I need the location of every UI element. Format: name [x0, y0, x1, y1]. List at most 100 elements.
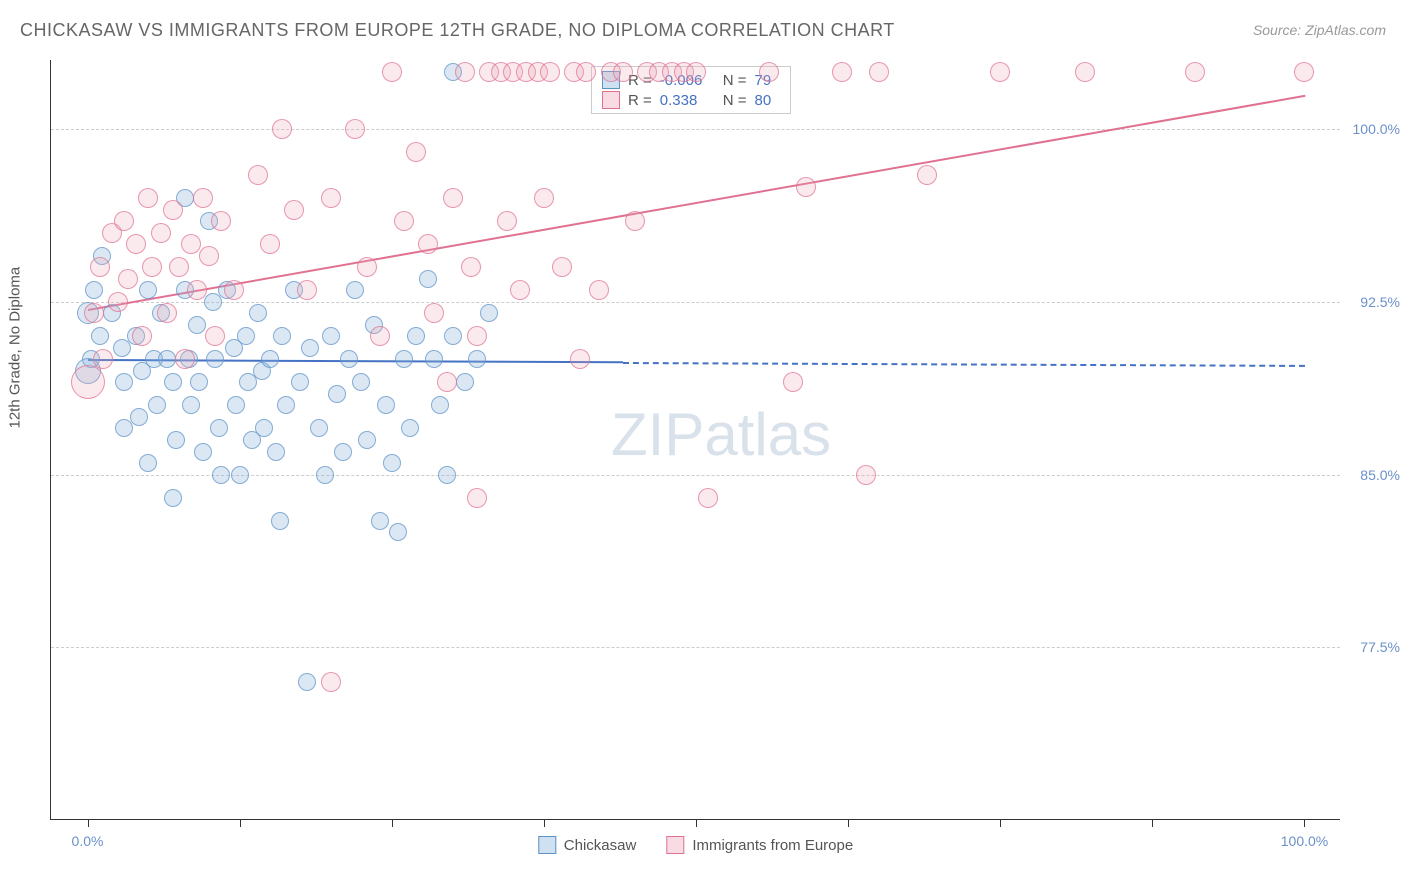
xtick: [544, 819, 545, 827]
data-point: [461, 257, 481, 277]
data-point: [126, 234, 146, 254]
gridline: [51, 302, 1340, 303]
xtick-label: 100.0%: [1281, 833, 1328, 849]
data-point: [759, 62, 779, 82]
data-point: [467, 488, 487, 508]
data-point: [832, 62, 852, 82]
data-point: [406, 142, 426, 162]
data-point: [456, 373, 474, 391]
data-point: [310, 419, 328, 437]
data-point: [210, 419, 228, 437]
data-point: [193, 188, 213, 208]
data-point: [1185, 62, 1205, 82]
ytick-label: 77.5%: [1360, 639, 1400, 655]
xtick: [1152, 819, 1153, 827]
data-point: [227, 396, 245, 414]
data-point: [182, 396, 200, 414]
data-point: [114, 211, 134, 231]
data-point: [255, 419, 273, 437]
data-point: [328, 385, 346, 403]
data-point: [534, 188, 554, 208]
xtick-label: 0.0%: [72, 833, 104, 849]
data-point: [1294, 62, 1314, 82]
data-point: [418, 234, 438, 254]
ytick-label: 92.5%: [1360, 294, 1400, 310]
data-point: [169, 257, 189, 277]
data-point: [164, 489, 182, 507]
data-point: [231, 466, 249, 484]
data-point: [389, 523, 407, 541]
source-text: Source: ZipAtlas.com: [1253, 22, 1386, 38]
data-point: [248, 165, 268, 185]
xtick: [1000, 819, 1001, 827]
data-point: [167, 431, 185, 449]
data-point: [552, 257, 572, 277]
data-point: [497, 211, 517, 231]
data-point: [340, 350, 358, 368]
data-point: [321, 188, 341, 208]
data-point: [115, 373, 133, 391]
data-point: [316, 466, 334, 484]
data-point: [158, 350, 176, 368]
data-point: [395, 350, 413, 368]
data-point: [132, 326, 152, 346]
data-point: [455, 62, 475, 82]
legend-r-label: R =: [628, 92, 652, 109]
data-point: [613, 62, 633, 82]
plot-area: ZIPatlas R = -0.006 N = 79 R = 0.338 N =…: [50, 60, 1340, 820]
data-point: [139, 281, 157, 299]
legend-swatch-blue: [538, 836, 556, 854]
data-point: [163, 200, 183, 220]
legend-item-chickasaw: Chickasaw: [538, 836, 637, 854]
data-point: [291, 373, 309, 391]
data-point: [431, 396, 449, 414]
data-point: [272, 119, 292, 139]
data-point: [796, 177, 816, 197]
data-point: [164, 373, 182, 391]
data-point: [576, 62, 596, 82]
data-point: [370, 326, 390, 346]
data-point: [424, 303, 444, 323]
data-point: [267, 443, 285, 461]
data-point: [187, 280, 207, 300]
data-point: [589, 280, 609, 300]
data-point: [438, 466, 456, 484]
data-point: [625, 211, 645, 231]
data-point: [698, 488, 718, 508]
data-point: [71, 365, 105, 399]
trend-line: [87, 95, 1304, 311]
data-point: [869, 62, 889, 82]
data-point: [297, 280, 317, 300]
y-axis-label: 12th Grade, No Diploma: [7, 267, 24, 429]
data-point: [249, 304, 267, 322]
data-point: [261, 350, 279, 368]
data-point: [444, 327, 462, 345]
xtick: [392, 819, 393, 827]
data-point: [206, 350, 224, 368]
data-point: [510, 280, 530, 300]
data-point: [224, 280, 244, 300]
xtick: [696, 819, 697, 827]
data-point: [298, 673, 316, 691]
data-point: [301, 339, 319, 357]
data-point: [199, 246, 219, 266]
data-point: [345, 119, 365, 139]
data-point: [346, 281, 364, 299]
data-point: [108, 292, 128, 312]
data-point: [334, 443, 352, 461]
data-point: [570, 349, 590, 369]
data-point: [443, 188, 463, 208]
data-point: [148, 396, 166, 414]
legend-row-pink: R = 0.338 N = 80: [602, 90, 780, 110]
data-point: [856, 465, 876, 485]
ytick-label: 100.0%: [1353, 121, 1400, 137]
data-point: [277, 396, 295, 414]
data-point: [382, 62, 402, 82]
data-point: [151, 223, 171, 243]
data-point: [237, 327, 255, 345]
data-point: [175, 349, 195, 369]
data-point: [419, 270, 437, 288]
data-point: [90, 257, 110, 277]
data-point: [358, 431, 376, 449]
data-point: [84, 303, 104, 323]
